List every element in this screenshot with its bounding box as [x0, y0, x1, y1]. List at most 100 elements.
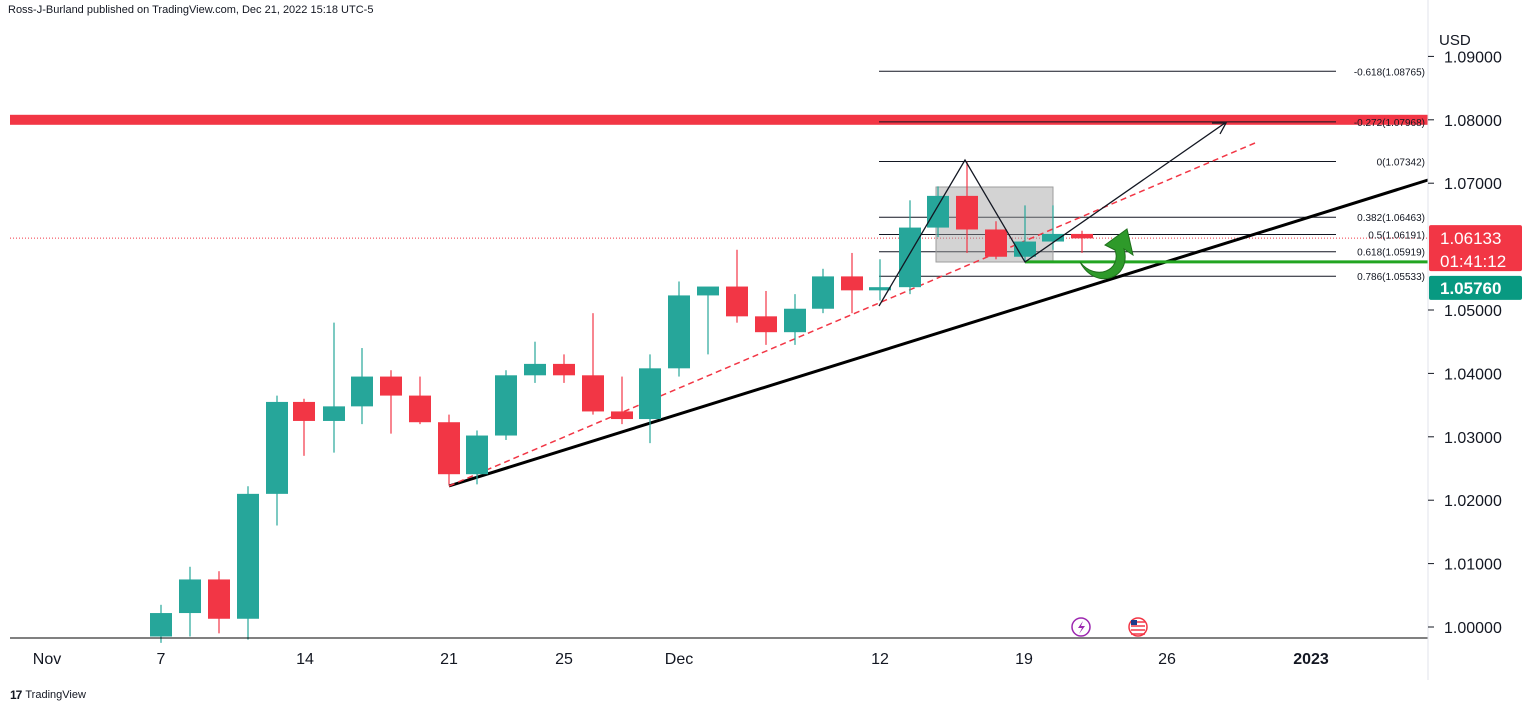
fib-level-label: 0.786(1.05533) — [1357, 272, 1425, 283]
y-tick-label: 1.08000 — [1444, 113, 1502, 130]
candle-body — [438, 422, 460, 475]
candle-body — [293, 401, 315, 421]
candle[interactable] — [351, 348, 373, 425]
x-tick-label: 2023 — [1293, 651, 1329, 668]
lightning-glyph-icon — [1078, 621, 1085, 634]
candle[interactable] — [985, 221, 1007, 260]
candle[interactable] — [237, 486, 259, 640]
candle-body — [553, 363, 575, 376]
candle[interactable] — [812, 268, 834, 314]
x-tick-label: 25 — [555, 651, 573, 668]
candle[interactable] — [208, 571, 230, 634]
candle[interactable] — [582, 313, 604, 415]
y-tick-label: 1.01000 — [1444, 557, 1502, 574]
candle[interactable] — [869, 259, 891, 301]
candle[interactable] — [697, 286, 719, 355]
support-price-value: 1.05760 — [1440, 279, 1501, 298]
y-tick-label: 1.07000 — [1444, 176, 1502, 193]
candle[interactable] — [380, 370, 402, 434]
x-tick-label: 26 — [1158, 651, 1176, 668]
candle-body — [755, 316, 777, 333]
bounce-arrow-icon — [1079, 228, 1134, 280]
x-tick-label: 21 — [440, 651, 458, 668]
candle-body — [784, 308, 806, 333]
candle-body — [208, 579, 230, 619]
candle-body — [639, 368, 661, 420]
candle[interactable] — [668, 281, 690, 377]
current-price-value: 1.06133 — [1440, 229, 1501, 248]
candle-body — [985, 229, 1007, 257]
x-tick-label: 12 — [871, 651, 889, 668]
trendline-dashed[interactable] — [448, 142, 1256, 487]
candle-body — [869, 287, 891, 291]
tradingview-logo-icon: 17 — [10, 688, 22, 702]
candle-body — [841, 276, 863, 291]
us-flag-event-icon[interactable] — [1128, 617, 1148, 637]
candle[interactable] — [784, 294, 806, 345]
candle[interactable] — [409, 376, 431, 425]
x-tick-label: 19 — [1015, 651, 1033, 668]
candle[interactable] — [150, 604, 172, 643]
candle-body — [150, 613, 172, 637]
candle[interactable] — [438, 414, 460, 485]
candle[interactable] — [927, 186, 949, 238]
candle[interactable] — [466, 430, 488, 485]
currency-label: USD — [1439, 32, 1471, 49]
x-tick-label: Dec — [665, 651, 693, 668]
candle-body — [668, 295, 690, 369]
candle-body — [524, 363, 546, 376]
candle-body — [323, 406, 345, 421]
candle[interactable] — [841, 252, 863, 314]
candle[interactable] — [899, 200, 921, 295]
candle-body — [956, 195, 978, 230]
y-tick-label: 1.02000 — [1444, 493, 1502, 510]
publisher-caption: Ross-J-Burland published on TradingView.… — [8, 4, 374, 16]
candle-body — [812, 276, 834, 309]
fib-level-label: 0.382(1.06463) — [1357, 213, 1425, 224]
fib-level-label: 0.5(1.06191) — [1368, 230, 1425, 241]
candle-body — [237, 493, 259, 619]
current-price-tag — [1429, 225, 1522, 272]
candle[interactable] — [323, 322, 345, 453]
candle[interactable] — [179, 566, 201, 637]
support-price-tag — [1429, 275, 1522, 300]
projection-path[interactable] — [878, 122, 1226, 307]
candle[interactable] — [293, 398, 315, 456]
candle-body — [611, 411, 633, 420]
candle-body — [266, 401, 288, 494]
y-tick-label: 1.09000 — [1444, 49, 1502, 66]
candle[interactable] — [755, 290, 777, 345]
y-tick-label: 1.03000 — [1444, 430, 1502, 447]
candle-body — [409, 395, 431, 423]
candle[interactable] — [956, 161, 978, 253]
candle-body — [726, 286, 748, 317]
candle-body — [1071, 233, 1093, 239]
candle-body — [466, 435, 488, 475]
candle[interactable] — [495, 370, 517, 440]
candle-body — [1042, 233, 1064, 242]
tradingview-footer: 17 TradingView — [10, 688, 86, 702]
candle-body — [927, 195, 949, 228]
candle[interactable] — [1071, 230, 1093, 253]
arrow-head-icon — [1212, 122, 1228, 135]
y-tick-label: 1.00000 — [1444, 620, 1502, 637]
candle-body — [179, 579, 201, 614]
candle[interactable] — [553, 354, 575, 383]
x-tick-label: Nov — [33, 651, 61, 668]
trendline-support[interactable] — [448, 178, 1429, 488]
candle-body — [351, 376, 373, 407]
resistance-band[interactable] — [10, 114, 1428, 125]
candle-body — [899, 227, 921, 288]
candle[interactable] — [611, 376, 633, 425]
candle[interactable] — [726, 249, 748, 323]
candle[interactable] — [639, 354, 661, 444]
candle-body — [697, 286, 719, 296]
candle[interactable] — [266, 395, 288, 526]
x-tick-label: 7 — [157, 651, 166, 668]
y-tick-label: 1.04000 — [1444, 366, 1502, 383]
fib-level-label: -0.272(1.07968) — [1354, 118, 1425, 129]
candle[interactable] — [524, 341, 546, 383]
candle-body — [380, 376, 402, 396]
bar-countdown: 01:41:12 — [1440, 252, 1506, 271]
